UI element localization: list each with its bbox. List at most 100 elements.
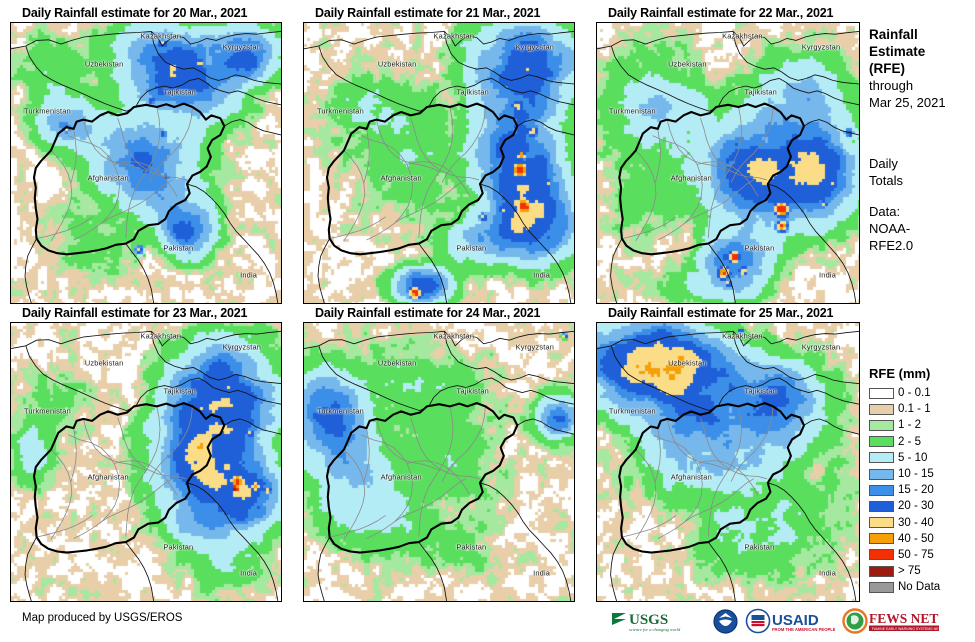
- legend-swatch: [869, 468, 894, 480]
- legend-row: 50 - 75: [869, 547, 975, 563]
- legend-label: 2 - 5: [898, 435, 922, 448]
- svg-text:science for a changing world: science for a changing world: [629, 627, 681, 632]
- legend-swatch: [869, 565, 894, 577]
- title-line-1: Rainfall: [869, 27, 918, 42]
- totals-line-2: Totals: [869, 173, 903, 188]
- map-credit: Map produced by USGS/EROS: [22, 612, 183, 624]
- title-block: Rainfall Estimate (RFE) through Mar 25, …: [869, 26, 975, 254]
- legend-row: 10 - 15: [869, 466, 975, 482]
- country-label: India: [240, 568, 258, 578]
- rainfall-raster: [597, 323, 859, 601]
- map-panel: Daily Rainfall estimate for 24 Mar., 202…: [303, 306, 575, 602]
- country-label: Afghanistan: [87, 173, 129, 183]
- rainfall-raster: [11, 323, 281, 601]
- legend-swatch: [869, 387, 894, 399]
- legend: RFE (mm) 0 - 0.1 0.1 - 1 1 - 2 2 - 5 5 - 10 1…: [869, 366, 975, 595]
- legend-row: > 75: [869, 563, 975, 579]
- legend-row: 0.1 - 1: [869, 401, 975, 417]
- country-label: India: [819, 568, 837, 578]
- country-label: Turkmenistan: [23, 106, 71, 116]
- usaid-logo[interactable]: USAID FROM THE AMERICAN PEOPLE: [745, 608, 836, 639]
- panel-title: Daily Rainfall estimate for 20 Mar., 202…: [22, 6, 248, 20]
- rainfall-raster: [11, 23, 281, 303]
- through-label: through: [869, 78, 914, 93]
- legend-row: 2 - 5: [869, 434, 975, 450]
- country-label: Pakistan: [744, 243, 775, 253]
- map-frame[interactable]: Kazakhstan Kyrgyzstan Uzbekistan Tajikistan…: [10, 22, 282, 304]
- svg-text:FROM THE AMERICAN PEOPLE: FROM THE AMERICAN PEOPLE: [772, 627, 835, 632]
- rainfall-raster: [304, 323, 574, 601]
- legend-label: 15 - 20: [898, 484, 934, 497]
- legend-row: No Data: [869, 579, 975, 595]
- title-line-3: (RFE): [869, 61, 905, 76]
- country-label: Kazakhstan: [140, 31, 182, 41]
- legend-row: 0 - 0.1: [869, 385, 975, 401]
- country-label: India: [819, 270, 837, 280]
- legend-row: 40 - 50: [869, 531, 975, 547]
- svg-text:USGS: USGS: [629, 612, 668, 628]
- legend-label: 30 - 40: [898, 516, 934, 529]
- legend-label: 50 - 75: [898, 548, 934, 561]
- country-label: India: [533, 568, 551, 578]
- map-frame[interactable]: Kazakhstan Kyrgyzstan Uzbekistan Tajikistan…: [303, 22, 575, 304]
- fewsnet-logo[interactable]: FEWS NET FAMINE EARLY WARNING SYSTEMS NE…: [842, 608, 952, 639]
- spacer: [869, 189, 975, 203]
- country-label: Turkmenistan: [316, 106, 364, 116]
- map-frame[interactable]: Kazakhstan Kyrgyzstan Uzbekistan Tajikistan…: [596, 322, 860, 602]
- legend-row: 20 - 30: [869, 498, 975, 514]
- legend-swatch: [869, 500, 894, 512]
- country-label: Afghanistan: [670, 472, 712, 482]
- country-label: Kyrgyzstan: [515, 42, 555, 52]
- map-frame[interactable]: Kazakhstan Kyrgyzstan Uzbekistan Tajikistan…: [10, 322, 282, 602]
- map-frame[interactable]: Kazakhstan Kyrgyzstan Uzbekistan Tajikistan…: [303, 322, 575, 602]
- legend-swatch: [869, 533, 894, 545]
- legend-label: 0 - 0.1: [898, 387, 931, 400]
- country-label: Afghanistan: [380, 472, 422, 482]
- data-source-line-2: RFE2.0: [869, 238, 914, 253]
- country-label: Tajikistan: [163, 386, 196, 396]
- country-label: Pakistan: [163, 542, 194, 552]
- panel-title: Daily Rainfall estimate for 24 Mar., 202…: [315, 306, 541, 320]
- map-frame[interactable]: Kazakhstan Kyrgyzstan Uzbekistan Tajikistan…: [596, 22, 860, 304]
- panel-title: Daily Rainfall estimate for 23 Mar., 202…: [22, 306, 248, 320]
- legend-label: > 75: [898, 565, 921, 578]
- country-borders: [11, 330, 281, 601]
- country-label: Tajikistan: [456, 386, 489, 396]
- rainfall-raster: [304, 23, 574, 303]
- data-source-line-1: NOAA-: [869, 221, 911, 236]
- country-label: India: [240, 270, 258, 280]
- country-label: Kyrgyzstan: [515, 342, 555, 352]
- country-label: Tajikistan: [744, 386, 777, 396]
- country-label: Turkmenistan: [316, 406, 364, 416]
- country-label: Kyrgyzstan: [801, 42, 841, 52]
- totals-line-1: Daily: [869, 156, 898, 171]
- panel-title: Daily Rainfall estimate for 21 Mar., 202…: [315, 6, 541, 20]
- logo-strip: USGS science for a changing world USAID …: [610, 608, 952, 639]
- noaa-logo[interactable]: [713, 608, 738, 639]
- legend-label: 5 - 10: [898, 451, 928, 464]
- country-borders: [11, 30, 281, 303]
- usgs-logo[interactable]: USGS science for a changing world: [610, 608, 706, 639]
- country-borders: [304, 330, 574, 601]
- map-panel: Daily Rainfall estimate for 23 Mar., 202…: [10, 306, 282, 602]
- country-label: Kazakhstan: [722, 331, 763, 340]
- country-label: Tajikistan: [456, 87, 489, 97]
- legend-rows: 0 - 0.1 0.1 - 1 1 - 2 2 - 5 5 - 10 10 - 15 15 …: [869, 385, 975, 595]
- legend-label: No Data: [898, 581, 941, 594]
- country-label: Turkmenistan: [23, 406, 71, 416]
- legend-row: 15 - 20: [869, 482, 975, 498]
- country-label: Turkmenistan: [608, 406, 656, 416]
- panel-title: Daily Rainfall estimate for 22 Mar., 202…: [608, 6, 834, 20]
- country-borders: [304, 30, 574, 303]
- country-label: Afghanistan: [380, 173, 422, 183]
- country-label: Uzbekistan: [84, 59, 124, 69]
- country-label: Pakistan: [163, 243, 194, 253]
- legend-swatch: [869, 517, 894, 529]
- country-label: Kazakhstan: [433, 31, 475, 41]
- country-label: Tajikistan: [163, 87, 196, 97]
- legend-swatch: [869, 549, 894, 561]
- panel-title: Daily Rainfall estimate for 25 Mar., 202…: [608, 306, 834, 320]
- country-borders: [597, 30, 859, 303]
- rainfall-raster: [597, 23, 859, 303]
